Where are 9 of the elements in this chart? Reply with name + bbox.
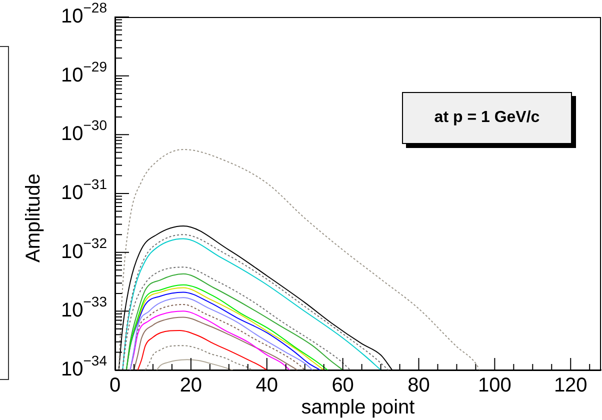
x-tick-label: 40	[256, 374, 278, 397]
y-axis-title: Amplitude	[22, 174, 45, 262]
x-tick-label: 120	[554, 374, 588, 397]
x-tick-label: 60	[332, 374, 354, 397]
x-tick-label: 0	[109, 374, 121, 397]
x-axis-title: sample point	[301, 396, 416, 419]
x-tick-label: 100	[478, 374, 512, 397]
x-tick-label: 20	[180, 374, 202, 397]
x-tick-label: 80	[408, 374, 430, 397]
